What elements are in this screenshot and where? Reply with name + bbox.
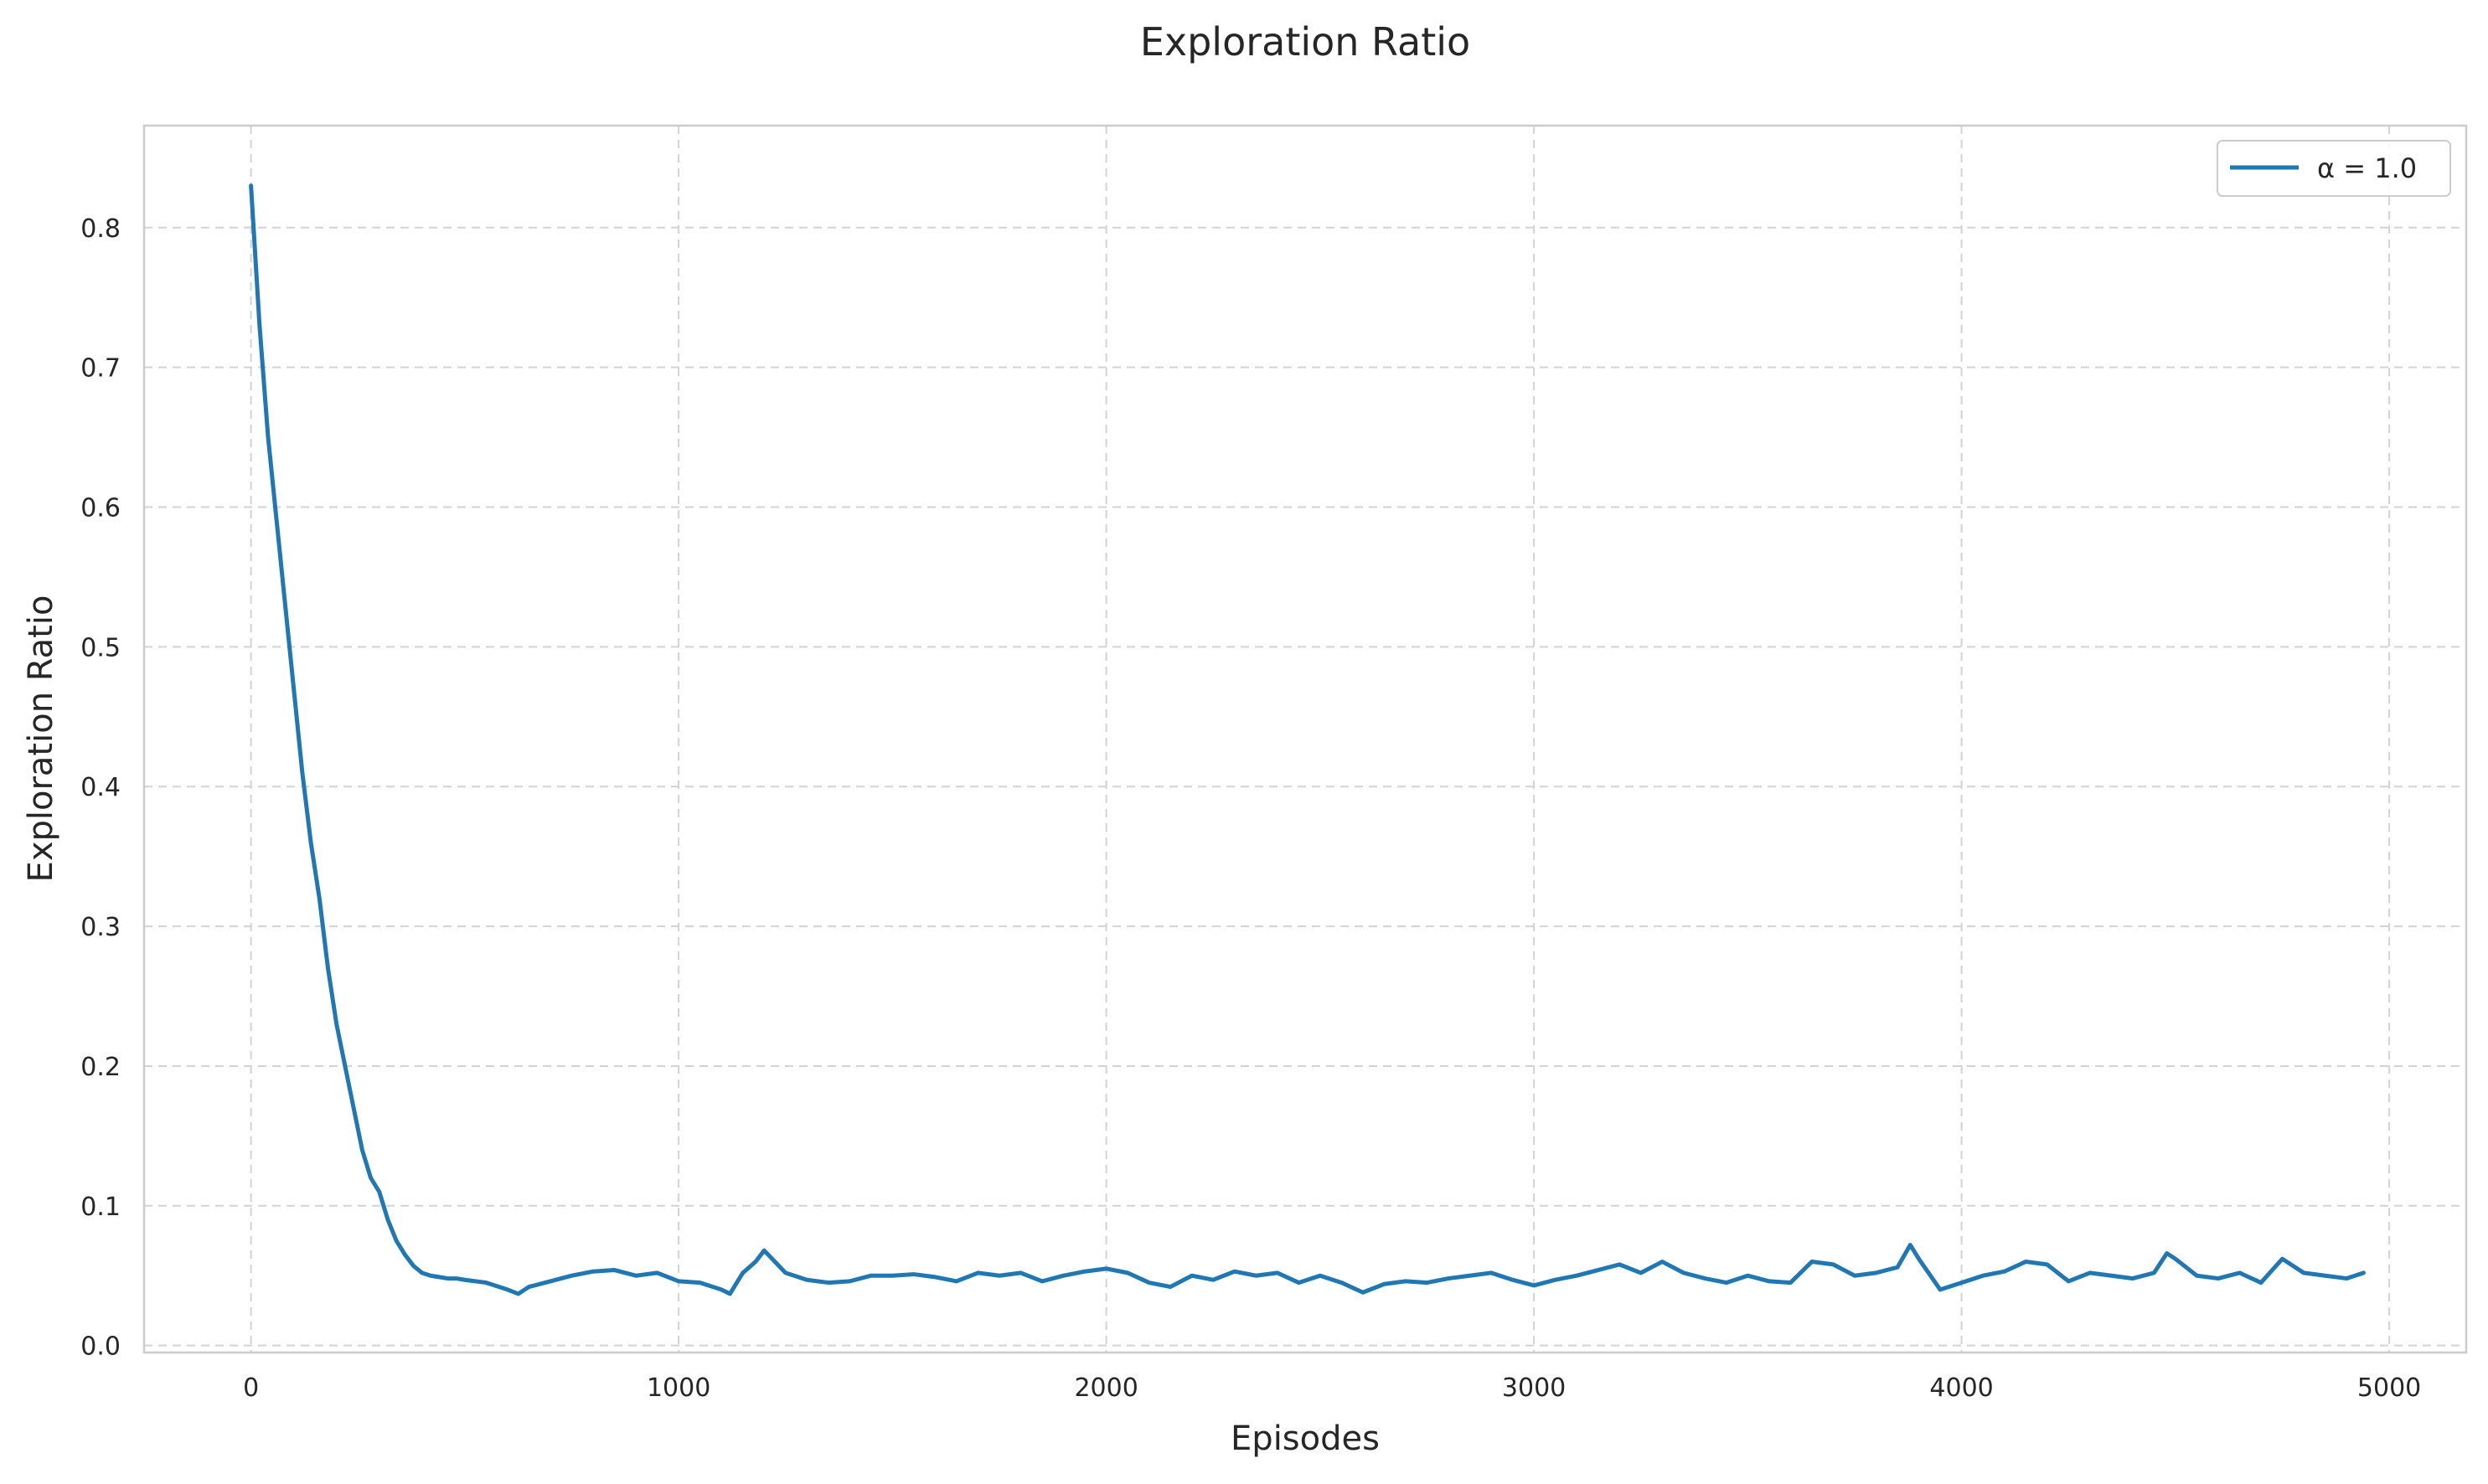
x-tick-label: 4000 [1929, 1373, 1993, 1403]
series-layer [249, 183, 2366, 1296]
x-tick-label: 3000 [1502, 1373, 1566, 1403]
legend-box [2217, 140, 2451, 197]
legend-entry-label: α = 1.0 [2317, 152, 2417, 184]
grid-lines [144, 126, 2466, 1353]
tick-labels: 0 1000 2000 3000 4000 5000 0.0 0.1 0.2 0.3 0.4 0.5 0… [80, 214, 2421, 1403]
plot-frame [142, 124, 2468, 1354]
chart-title: Exploration Ratio [1140, 19, 1470, 64]
y-tick-label: 0.3 [80, 913, 121, 942]
y-tick-label: 0.6 [80, 494, 121, 523]
y-tick-label: 0.5 [80, 633, 121, 662]
legend: α = 1.0 [2217, 140, 2451, 197]
y-tick-label: 0.4 [80, 773, 121, 802]
y-tick-label: 0.0 [80, 1332, 121, 1362]
y-tick-label: 0.8 [80, 214, 121, 244]
y-tick-label: 0.2 [80, 1053, 121, 1082]
x-tick-label: 0 [243, 1373, 259, 1403]
y-tick-label: 0.7 [80, 354, 121, 384]
x-axis-label: Episodes [1231, 1420, 1380, 1458]
y-axis-label: Exploration Ratio [22, 595, 60, 883]
x-tick-label: 5000 [2357, 1373, 2421, 1403]
x-tick-label: 1000 [647, 1373, 710, 1403]
series-line [249, 183, 2366, 1296]
x-tick-label: 2000 [1074, 1373, 1138, 1403]
y-tick-label: 0.1 [80, 1193, 121, 1222]
